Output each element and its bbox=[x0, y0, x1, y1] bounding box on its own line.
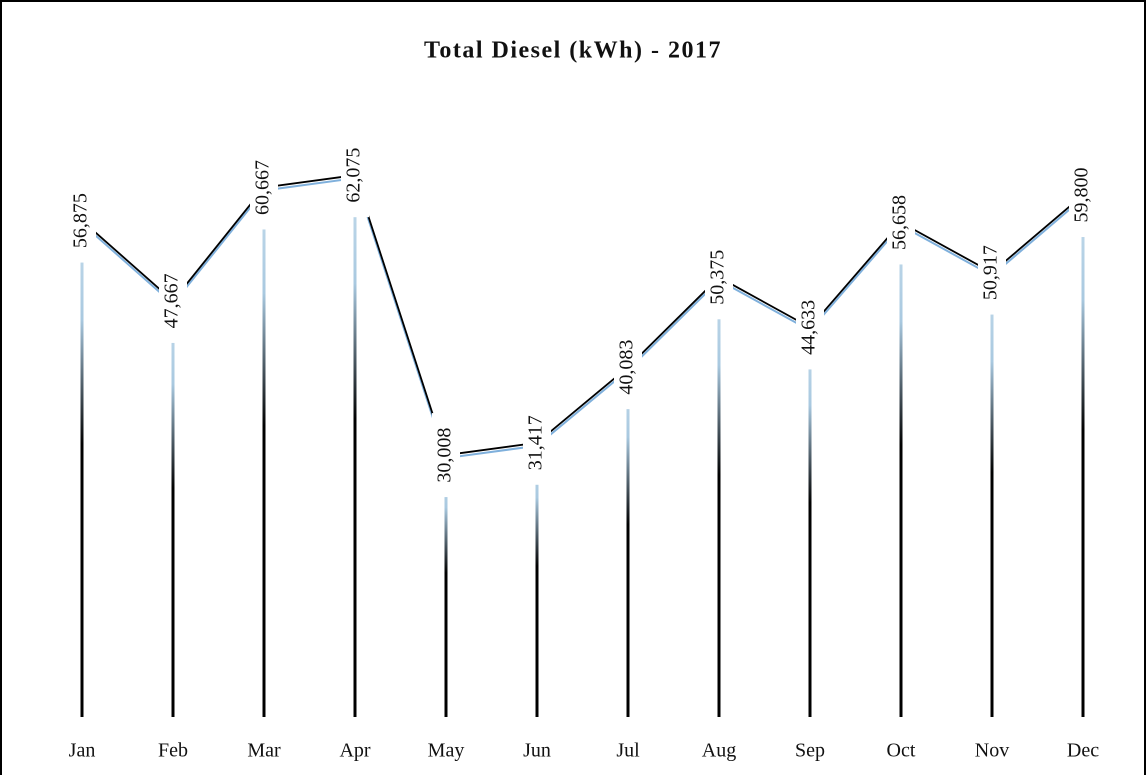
drop-line bbox=[626, 367, 630, 717]
drop-line bbox=[808, 327, 812, 717]
value-label: 60,667 bbox=[252, 160, 274, 215]
x-tick-label: Jul bbox=[616, 740, 640, 762]
x-tick-label: May bbox=[428, 740, 465, 762]
x-tick-label: Apr bbox=[339, 740, 370, 762]
series-lines bbox=[81, 174, 1084, 460]
value-label-bg bbox=[250, 145, 278, 230]
x-tick-label: Jun bbox=[523, 740, 551, 762]
x-tick-label: Sep bbox=[795, 740, 825, 762]
value-label-bg bbox=[887, 180, 915, 265]
value-label: 30,008 bbox=[434, 428, 456, 483]
value-label: 50,917 bbox=[980, 245, 1002, 300]
x-tick-label: Oct bbox=[887, 740, 916, 762]
value-label: 50,375 bbox=[707, 250, 729, 305]
x-axis: Jan Feb Mar Apr May Jun Jul Aug Sep Oct Nov Dec bbox=[69, 740, 1100, 762]
value-label-bg bbox=[705, 235, 733, 320]
value-label-bg bbox=[978, 230, 1006, 315]
value-label: 47,667 bbox=[161, 273, 183, 328]
value-label: 59,800 bbox=[1071, 168, 1093, 223]
value-label: 62,075 bbox=[343, 148, 365, 203]
value-label-bg bbox=[614, 325, 642, 410]
value-label: 56,658 bbox=[889, 195, 911, 250]
drop-line bbox=[353, 175, 357, 717]
x-tick-label: Nov bbox=[975, 740, 1009, 762]
drop-line bbox=[717, 277, 721, 717]
drop-line bbox=[80, 220, 84, 717]
drop-line bbox=[262, 187, 266, 718]
series-line-shadow bbox=[81, 177, 1084, 460]
drop-lines bbox=[80, 175, 1085, 718]
drop-line bbox=[444, 455, 448, 717]
value-label-bg bbox=[159, 258, 187, 343]
drop-line bbox=[990, 272, 994, 717]
series-line bbox=[81, 174, 1084, 457]
value-label-bg bbox=[523, 400, 551, 485]
chart-title: Total Diesel (kWh) - 2017 bbox=[424, 38, 722, 64]
value-labels: 56,875 47,667 60,667 62,075 30,008 31,417 40,0… bbox=[68, 133, 1097, 498]
drop-line bbox=[1081, 195, 1085, 717]
x-tick-label: Aug bbox=[702, 740, 736, 762]
x-tick-label: Mar bbox=[247, 740, 281, 762]
drop-line bbox=[899, 222, 903, 717]
drop-line bbox=[535, 442, 539, 717]
value-label-bg bbox=[68, 178, 96, 263]
value-label: 56,875 bbox=[70, 193, 92, 248]
value-label: 40,083 bbox=[616, 340, 638, 395]
x-tick-label: Jan bbox=[69, 740, 96, 762]
value-label-bg bbox=[432, 413, 460, 498]
value-label: 44,633 bbox=[798, 300, 820, 355]
value-label-bg bbox=[1069, 153, 1097, 238]
value-label: 31,417 bbox=[525, 415, 547, 470]
value-label-bg bbox=[341, 133, 369, 218]
x-tick-label: Dec bbox=[1067, 740, 1099, 762]
x-tick-label: Feb bbox=[158, 740, 188, 762]
drop-line bbox=[171, 300, 175, 717]
value-label-bg bbox=[796, 285, 824, 370]
